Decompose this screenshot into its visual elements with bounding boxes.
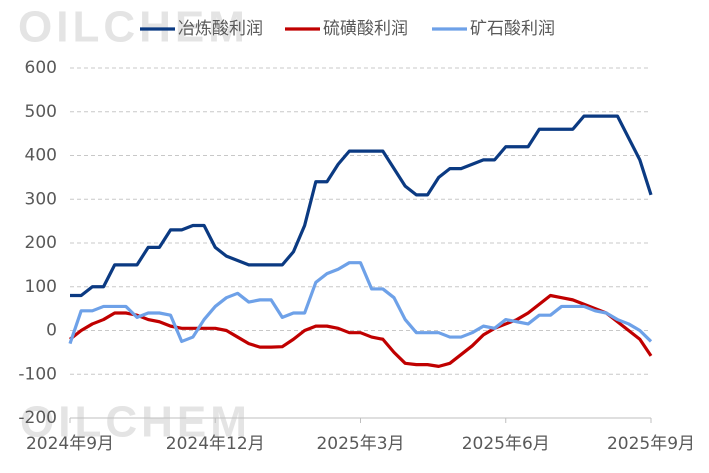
y-tick-label: 300	[25, 189, 57, 209]
x-tick-label: 2025年9月	[607, 434, 695, 454]
y-tick-label: 200	[25, 233, 57, 253]
y-tick-label: 500	[25, 102, 57, 122]
legend-label: 硫磺酸利润	[323, 19, 408, 39]
y-tick-label: -200	[18, 408, 57, 428]
y-tick-label: 400	[25, 146, 57, 166]
watermark: OILCHEM	[18, 3, 249, 52]
x-tick-label: 2025年6月	[462, 434, 550, 454]
series-line	[70, 114, 653, 298]
legend-label: 矿石酸利润	[470, 19, 555, 39]
watermark: OILCHEM	[20, 398, 251, 447]
y-tick-label: 100	[25, 277, 57, 297]
series-line	[68, 261, 653, 345]
series-line	[69, 293, 653, 368]
x-tick-label: 2024年12月	[166, 434, 265, 454]
y-tick-label: 600	[25, 58, 57, 78]
y-tick-label: 0	[46, 321, 57, 341]
x-tick-label: 2025年3月	[316, 434, 404, 454]
y-tick-label: -100	[18, 364, 57, 384]
x-tick-label: 2024年9月	[26, 434, 114, 454]
legend-label: 冶炼酸利润	[178, 19, 263, 39]
